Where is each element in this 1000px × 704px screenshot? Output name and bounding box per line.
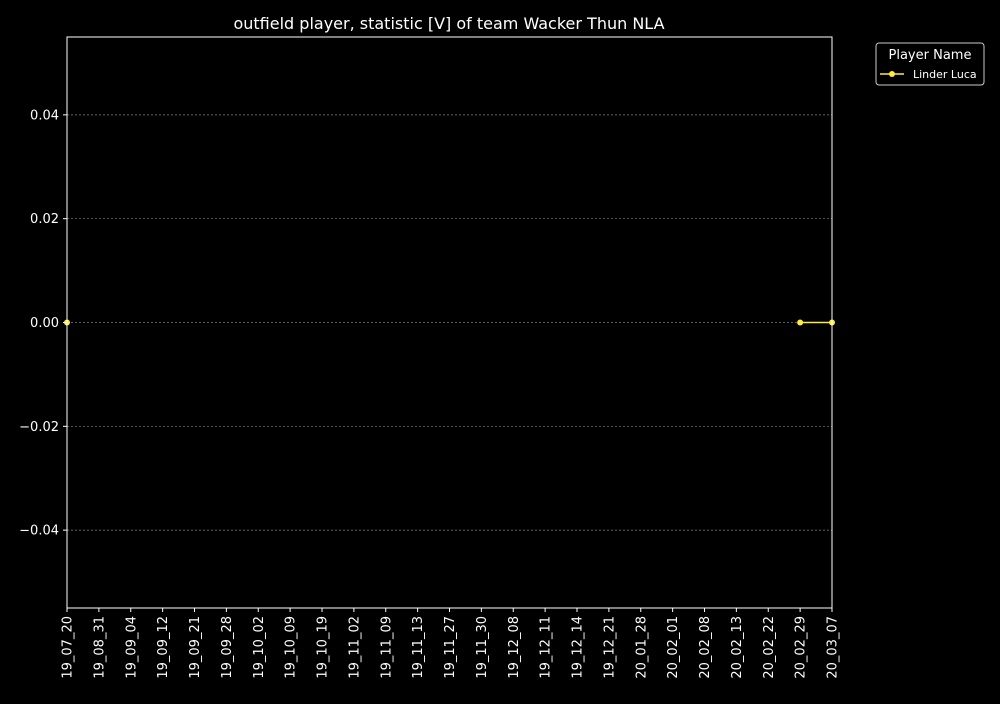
x-tick-label: 19_11_27 <box>443 616 458 679</box>
x-tick-label: 20_02_13 <box>730 616 745 679</box>
x-tick-label: 19_12_11 <box>539 616 554 679</box>
x-tick-label: 19_07_20 <box>61 616 76 679</box>
x-tick-label: 19_12_21 <box>602 616 617 679</box>
legend-label: Linder Luca <box>913 68 977 81</box>
x-tick-label: 19_09_04 <box>124 616 139 679</box>
chart-title: outfield player, statistic [V] of team W… <box>233 14 664 33</box>
x-tick-label: 19_09_28 <box>220 616 235 679</box>
y-tick-label: 0.04 <box>30 108 59 123</box>
x-tick-label: 19_10_09 <box>284 616 299 679</box>
x-tick-label: 19_11_09 <box>379 616 394 679</box>
x-tick-label: 19_11_30 <box>475 616 490 679</box>
y-axis: −0.04 −0.02 0.00 0.02 0.04 <box>19 108 67 539</box>
x-tick-label: 19_11_02 <box>347 616 362 679</box>
x-tick-label: 19_09_21 <box>188 616 203 679</box>
legend-marker <box>889 71 895 77</box>
x-tick-label: 20_03_07 <box>826 616 841 679</box>
y-tick-label: −0.02 <box>19 420 59 435</box>
x-axis: 19_07_20 19_08_31 19_09_04 19_09_12 19_09_21… <box>61 608 841 679</box>
x-tick-label: 20_01_28 <box>634 616 649 679</box>
y-tick-label: 0.00 <box>30 316 59 331</box>
x-tick-label: 19_09_12 <box>156 616 171 679</box>
x-tick-label: 19_12_08 <box>507 616 522 679</box>
x-tick-label: 20_02_22 <box>762 616 777 679</box>
x-tick-label: 19_10_19 <box>316 616 331 679</box>
legend-title: Player Name <box>889 48 972 63</box>
x-tick-label: 19_12_14 <box>571 616 586 679</box>
x-tick-label: 20_02_29 <box>794 616 809 679</box>
x-tick-label: 20_02_01 <box>666 616 681 679</box>
x-tick-label: 19_08_31 <box>92 616 107 679</box>
legend-entries: Linder Luca <box>880 68 977 81</box>
y-tick-label: 0.02 <box>30 212 59 227</box>
data-point <box>797 319 804 326</box>
legend: Player Name Linder Luca <box>875 42 985 86</box>
x-tick-label: 19_11_13 <box>411 616 426 679</box>
plot-frame <box>66 36 833 609</box>
grid <box>67 114 832 531</box>
x-tick-label: 19_10_02 <box>252 616 267 679</box>
y-tick-label: −0.04 <box>19 524 59 539</box>
x-tick-label: 20_02_08 <box>698 616 713 679</box>
